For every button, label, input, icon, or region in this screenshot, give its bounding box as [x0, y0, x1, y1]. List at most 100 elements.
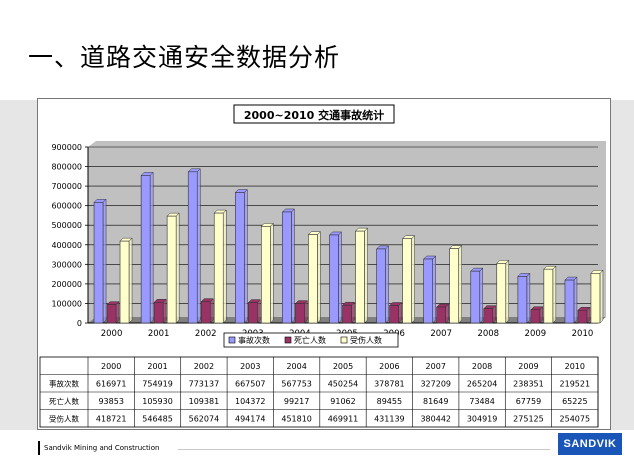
legend-label: 事故次数	[238, 335, 270, 345]
data-table-cell: 67759	[516, 397, 541, 406]
slide-title: 一、道路交通安全数据分析	[28, 43, 341, 72]
data-table-header-cell: 2004	[286, 362, 306, 371]
data-table-header-cell: 2001	[147, 362, 167, 371]
bar-2010-series-1	[564, 279, 575, 324]
bar-2008-series-2	[483, 308, 494, 324]
data-table-cell: 567753	[281, 380, 312, 389]
bar-2005-series-1	[329, 234, 339, 324]
bar-side	[222, 209, 227, 324]
data-table-header-cell: 2010	[565, 362, 585, 371]
bar-2006-series-3	[402, 238, 412, 324]
y-tick-label: 700000	[51, 182, 82, 191]
bar-side	[526, 272, 531, 324]
bar-side	[175, 212, 180, 324]
y-tick-label: 200000	[51, 280, 82, 289]
data-table-cell: 418721	[96, 415, 127, 424]
data-table-row-label: 受伤人数	[49, 414, 79, 424]
sandvik-logo: SANDVIK	[558, 433, 622, 455]
data-table-cell: 494174	[235, 415, 266, 424]
data-table-cell: 754919	[142, 380, 173, 389]
bar-2002-series-2	[200, 301, 211, 324]
bar-side	[244, 188, 248, 324]
bar-2001-series-2	[153, 301, 164, 324]
y-tick-label: 0	[77, 319, 82, 328]
x-tick-label: 2010	[572, 329, 594, 339]
bar-side	[115, 301, 120, 324]
bar-2003-series-3	[261, 226, 271, 324]
data-table-cell: 104372	[235, 397, 266, 406]
data-table-cell: 667507	[235, 380, 266, 389]
data-table-header-cell: 2005	[333, 362, 353, 371]
data-table-cell: 265204	[467, 380, 498, 389]
data-table-cell: 380442	[420, 415, 451, 424]
bar-side	[411, 235, 415, 324]
data-table-cell: 105930	[142, 397, 173, 406]
bar-2007-series-3	[449, 248, 459, 324]
data-table-cell: 327209	[420, 380, 451, 389]
data-table-cell: 773137	[189, 380, 220, 389]
data-table-cell: 304919	[467, 415, 498, 424]
bar-2006-series-2	[389, 305, 399, 324]
y-tick-label: 500000	[51, 221, 82, 230]
data-table-row-label: 事故次数	[49, 379, 79, 389]
x-tick-label: 2008	[477, 329, 499, 339]
data-table-cell: 378781	[374, 380, 405, 389]
bar-2007-series-1	[423, 258, 433, 324]
bar-side	[552, 265, 557, 324]
bar-2004-series-3	[308, 234, 318, 324]
bar-2004-series-2	[295, 303, 305, 324]
data-table-header-cell: 2002	[194, 362, 214, 371]
x-tick-label: 2002	[195, 329, 217, 339]
data-table-cell: 73484	[469, 397, 494, 406]
data-table-cell: 65225	[562, 397, 587, 406]
bar-2003-series-1	[235, 192, 245, 324]
bar-2009-series-2	[530, 309, 541, 324]
bar-side	[270, 222, 274, 324]
footer-company: Sandvik Mining and Construction	[44, 444, 160, 452]
data-table-cell: 451810	[281, 415, 312, 424]
data-table-cell: 275125	[513, 415, 544, 424]
bar-side	[505, 259, 510, 324]
y-tick-label: 100000	[51, 299, 82, 308]
bar-2005-series-2	[342, 304, 352, 324]
data-table-cell: 81649	[423, 397, 448, 406]
y-tick-label: 800000	[51, 163, 82, 172]
traffic-accident-chart: 2000~2010 交通事故统计 900000 800000 700000 600000…	[39, 104, 606, 428]
legend-label: 受伤人数	[350, 335, 382, 345]
bar-2002-series-1	[187, 171, 198, 324]
data-table-header-cell: 2000	[101, 362, 121, 371]
x-tick-label: 2007	[430, 329, 452, 339]
data-table-header-cell: 2006	[379, 362, 399, 371]
bar-2000-series-2	[106, 304, 117, 324]
bar-side	[432, 255, 436, 324]
data-table-cell: 254075	[560, 415, 591, 424]
data-table-header-cell: 2009	[518, 362, 538, 371]
bar-2003-series-2	[248, 302, 258, 324]
y-tick-label: 300000	[51, 260, 82, 269]
bar-side	[398, 301, 402, 324]
x-tick-label: 2001	[148, 329, 170, 339]
bar-2002-series-3	[213, 212, 224, 324]
data-table-cell: 219521	[560, 380, 591, 389]
data-table-cell: 616971	[96, 380, 127, 389]
bar-2010-series-3	[590, 273, 601, 324]
bar-2005-series-3	[355, 230, 365, 324]
x-tick-label: 2000	[101, 329, 123, 339]
data-table-header-cell: 2007	[426, 362, 446, 371]
data-table-cell: 91062	[330, 397, 355, 406]
y-tick-label: 600000	[51, 202, 82, 211]
bar-2000-series-3	[119, 240, 130, 324]
bar-side	[479, 267, 484, 324]
legend-swatch	[228, 336, 236, 344]
data-table-cell: 238351	[513, 380, 544, 389]
bar-side	[291, 208, 295, 324]
legend-label: 死亡人数	[294, 335, 326, 345]
bar-side	[364, 227, 368, 324]
bar-2006-series-1	[376, 248, 386, 324]
bar-side	[573, 276, 578, 324]
bar-side	[599, 269, 604, 324]
bar-side	[385, 245, 389, 324]
bar-side	[338, 231, 342, 324]
bar-2000-series-1	[93, 202, 104, 324]
data-table-cell: 89455	[377, 397, 402, 406]
